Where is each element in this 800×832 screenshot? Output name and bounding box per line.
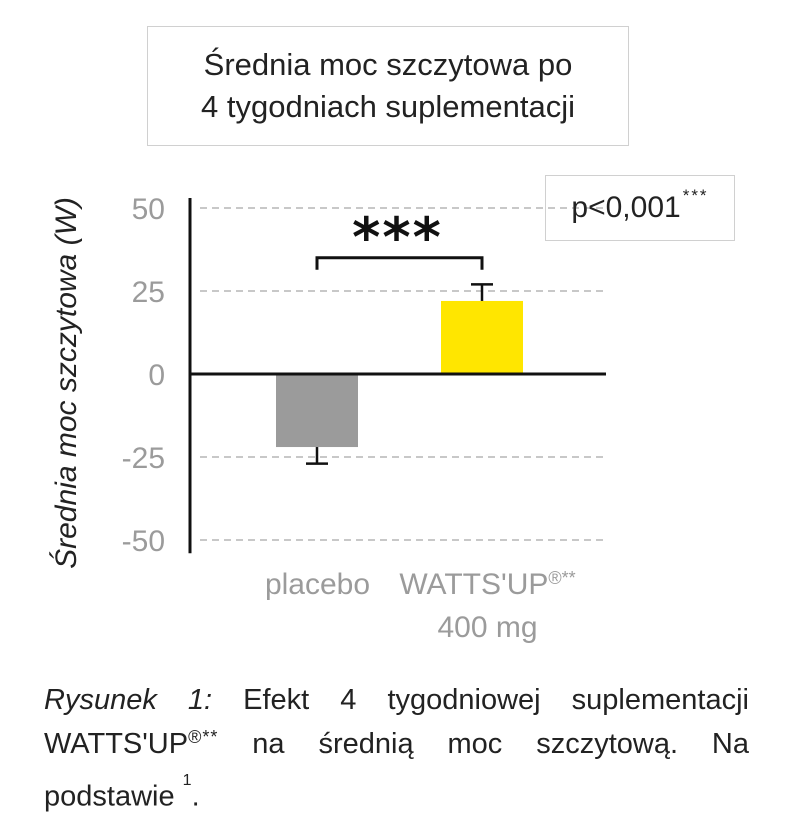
bar-chart: 50 25 0 -25 -50 *** — [122, 193, 606, 558]
significance-bracket — [315, 256, 484, 270]
category-label-watts: WATTS'UP®** 400 mg — [380, 565, 595, 648]
figure-caption: Rysunek 1: Efekt 4 tygodniowej suplement… — [44, 678, 749, 819]
caption-registered-mark: ®** — [188, 727, 219, 747]
p-value-box: p<0,001 *** — [545, 175, 735, 241]
category-label-watts-reg: ®** — [548, 568, 576, 588]
caption-label: Rysunek 1: — [44, 684, 213, 716]
category-label-watts-dose: 400 mg — [437, 611, 538, 644]
caption-text-2: na średnią moc szczytową. Na podstawie — [44, 728, 749, 813]
chart-title-line-2: 4 tygodniach suplementacji — [201, 89, 575, 124]
caption-reference: 1 — [182, 772, 192, 789]
y-tick-label-4: -50 — [122, 525, 165, 558]
y-tick-label-0: 50 — [132, 193, 165, 226]
p-value-stars: *** — [682, 186, 709, 205]
caption-end: . — [191, 780, 200, 813]
chart-title-box: Średnia moc szczytowa po 4 tygodniach su… — [147, 26, 629, 146]
category-label-placebo: placebo — [264, 568, 371, 601]
chart-title-line-1: Średnia moc szczytowa po — [203, 47, 573, 82]
y-tick-label-2: 0 — [148, 359, 165, 392]
y-tick-label-1: 25 — [132, 276, 165, 309]
significance-stars: *** — [352, 206, 443, 269]
bar-1 — [441, 300, 523, 374]
caption-text-1: Efekt 4 tygodniowej suplementacji WATTS'… — [44, 684, 749, 760]
p-value-text: p<0,001 — [571, 191, 681, 224]
bar-0 — [276, 374, 358, 448]
category-label-watts-name: WATTS'UP — [399, 568, 549, 601]
y-tick-label-3: -25 — [122, 442, 165, 475]
